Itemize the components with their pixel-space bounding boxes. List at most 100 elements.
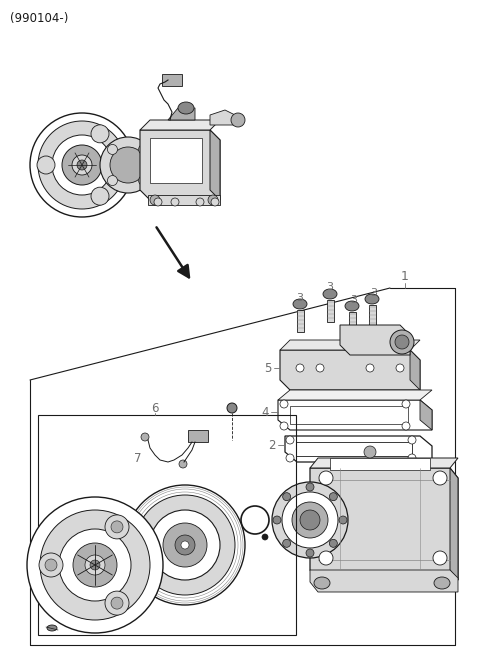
Ellipse shape [402,422,410,430]
Bar [38,415,296,635]
Ellipse shape [323,289,337,299]
Ellipse shape [181,541,189,549]
Polygon shape [340,325,410,355]
Text: 3: 3 [326,282,334,292]
Ellipse shape [306,549,314,557]
Polygon shape [210,130,220,200]
Ellipse shape [135,495,235,595]
Ellipse shape [38,121,126,209]
Text: 3: 3 [297,293,303,303]
Ellipse shape [108,176,118,186]
Polygon shape [278,400,432,430]
Ellipse shape [27,497,163,633]
Ellipse shape [37,156,55,174]
Ellipse shape [150,195,160,205]
Ellipse shape [273,516,281,524]
Ellipse shape [286,436,294,444]
Polygon shape [148,195,220,205]
Ellipse shape [319,551,333,565]
Text: 7: 7 [134,452,142,464]
Bar [326,300,334,322]
Bar [369,305,375,327]
Ellipse shape [85,555,105,575]
Ellipse shape [339,516,347,524]
Ellipse shape [178,102,194,114]
Bar [188,430,208,442]
Polygon shape [420,400,432,430]
Ellipse shape [365,294,379,304]
Text: 5: 5 [264,361,272,375]
Ellipse shape [241,506,269,534]
Bar [348,312,356,334]
Ellipse shape [227,403,237,413]
Polygon shape [285,436,432,462]
Ellipse shape [402,400,410,408]
Polygon shape [140,130,220,200]
Ellipse shape [345,301,359,311]
Ellipse shape [139,144,148,154]
Ellipse shape [211,198,219,206]
Ellipse shape [154,198,162,206]
Polygon shape [450,468,458,580]
Ellipse shape [292,502,328,538]
Polygon shape [280,340,420,350]
Ellipse shape [40,510,150,620]
Ellipse shape [408,436,416,444]
Ellipse shape [171,198,179,206]
Ellipse shape [73,543,117,587]
Polygon shape [140,120,220,130]
Ellipse shape [163,523,207,567]
Text: (990104-): (990104-) [10,12,68,25]
Polygon shape [168,108,195,120]
Polygon shape [278,390,432,400]
Ellipse shape [125,485,245,605]
Ellipse shape [62,145,102,185]
Bar [296,442,412,456]
Ellipse shape [139,176,148,186]
Ellipse shape [306,483,314,491]
Text: 4: 4 [261,405,269,418]
Ellipse shape [282,492,338,548]
Ellipse shape [280,422,288,430]
Text: 1: 1 [401,269,409,283]
Ellipse shape [329,493,337,500]
Ellipse shape [364,446,376,458]
Text: 6: 6 [151,401,159,415]
Ellipse shape [39,553,63,577]
Ellipse shape [72,155,92,175]
Ellipse shape [296,364,304,372]
Ellipse shape [280,400,288,408]
Ellipse shape [150,510,220,580]
Ellipse shape [262,534,268,540]
Ellipse shape [105,515,129,539]
Ellipse shape [111,597,123,609]
Bar [290,406,408,424]
Ellipse shape [231,113,245,127]
Ellipse shape [108,144,118,154]
Ellipse shape [395,335,409,349]
Ellipse shape [100,137,156,193]
Ellipse shape [408,454,416,462]
Ellipse shape [47,625,57,631]
Ellipse shape [208,195,218,205]
Ellipse shape [179,460,187,468]
Bar [162,74,182,86]
Ellipse shape [30,113,134,217]
Ellipse shape [314,577,330,589]
Ellipse shape [390,330,414,354]
Ellipse shape [141,433,149,441]
Bar [330,458,430,470]
Ellipse shape [300,510,320,530]
Ellipse shape [316,364,324,372]
Ellipse shape [91,187,109,205]
Polygon shape [410,350,420,390]
Ellipse shape [283,493,291,500]
Ellipse shape [105,591,129,615]
Ellipse shape [396,364,404,372]
Ellipse shape [52,135,112,195]
Ellipse shape [59,529,131,601]
Polygon shape [310,570,458,592]
Ellipse shape [366,364,374,372]
Bar [297,310,303,332]
Text: 3: 3 [371,288,377,298]
